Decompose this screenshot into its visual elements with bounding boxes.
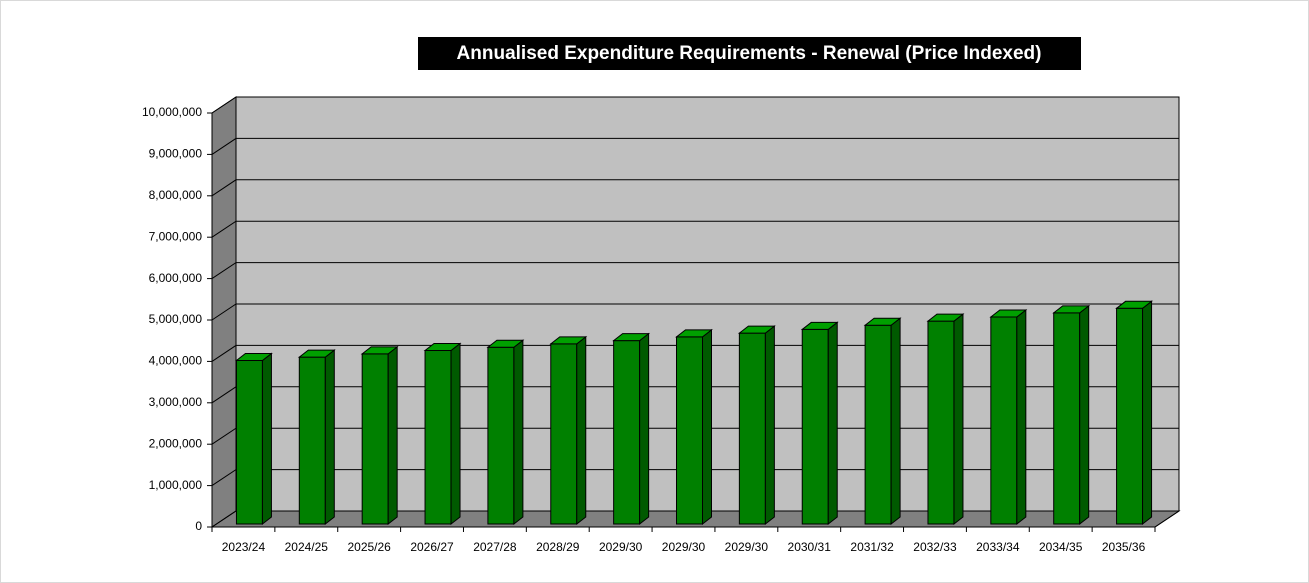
bar-side xyxy=(324,349,335,526)
x-tick-label: 2031/32 xyxy=(850,540,894,554)
bar xyxy=(423,342,462,526)
bar-front xyxy=(298,356,326,525)
bar xyxy=(612,332,651,526)
grid-line xyxy=(211,179,1179,197)
bar xyxy=(675,328,713,526)
x-tick-label: 2025/26 xyxy=(347,540,391,554)
x-tick-label: 2033/34 xyxy=(976,540,1020,554)
y-tick-label: 6,000,000 xyxy=(149,271,203,285)
bar-top xyxy=(989,309,1028,318)
bar-front xyxy=(550,343,578,525)
bar-front xyxy=(1053,312,1081,525)
bar-top xyxy=(1052,305,1091,314)
bar-front xyxy=(927,320,955,525)
bar-top xyxy=(863,317,902,326)
x-tick-label: 2023/24 xyxy=(222,540,266,554)
x-tick-label: 2029/30 xyxy=(599,540,643,554)
bar xyxy=(486,339,525,526)
bar-front xyxy=(235,359,263,525)
x-tick-label: 2035/36 xyxy=(1102,540,1146,554)
bar xyxy=(1052,304,1091,526)
bar xyxy=(234,352,273,526)
grid-line xyxy=(211,262,1179,280)
bar-front xyxy=(613,340,641,525)
bar-top xyxy=(234,352,273,361)
bar-front xyxy=(990,316,1018,525)
x-tick-label: 2030/31 xyxy=(788,540,832,554)
bar xyxy=(863,317,902,526)
bar-front xyxy=(361,353,389,525)
grid-line xyxy=(211,96,1179,114)
bar-side xyxy=(1079,304,1090,526)
x-tick-label: 2029/30 xyxy=(662,540,706,554)
bar-top xyxy=(1115,300,1154,309)
chart-title: Annualised Expenditure Requirements - Re… xyxy=(457,43,1042,64)
bar-side xyxy=(513,339,524,526)
y-tick-label: 7,000,000 xyxy=(149,229,203,243)
bar xyxy=(297,349,336,526)
bar xyxy=(360,345,399,526)
x-tick-label: 2028/29 xyxy=(536,540,580,554)
bar-side xyxy=(387,345,398,526)
bar-side xyxy=(450,342,461,526)
bar-side xyxy=(890,317,901,526)
x-tick-label: 2029/30 xyxy=(725,540,769,554)
bar xyxy=(737,325,776,526)
bar-side xyxy=(576,335,587,526)
bar-front xyxy=(864,324,892,525)
bar-side xyxy=(1016,308,1027,526)
bar-front xyxy=(738,332,766,525)
bar-top xyxy=(423,343,462,352)
bar xyxy=(926,313,965,526)
x-tick-label: 2034/35 xyxy=(1039,540,1083,554)
bar-top xyxy=(675,329,713,338)
grid-line xyxy=(211,220,1179,238)
grid-line xyxy=(211,303,1179,321)
bar-side xyxy=(639,332,650,526)
bar-top xyxy=(297,349,336,358)
bar-top xyxy=(549,336,588,345)
x-tick-label: 2032/33 xyxy=(913,540,957,554)
y-tick-label: 4,000,000 xyxy=(149,354,203,368)
bar-side xyxy=(764,325,775,526)
bar-top xyxy=(360,346,399,355)
bar-top xyxy=(926,313,965,322)
y-tick-label: 5,000,000 xyxy=(149,312,203,326)
x-tick-label: 2027/28 xyxy=(473,540,517,554)
bar-side xyxy=(1142,300,1153,526)
bar xyxy=(800,321,839,526)
y-tick-label: 9,000,000 xyxy=(149,147,203,161)
bar-top xyxy=(737,325,776,334)
bar-top xyxy=(612,333,651,342)
bar-top xyxy=(486,339,525,348)
bar-front xyxy=(1116,307,1144,525)
y-tick-label: 0 xyxy=(195,519,202,533)
x-tick-label: 2024/25 xyxy=(285,540,329,554)
x-tick-label: 2026/27 xyxy=(410,540,454,554)
title-box xyxy=(418,37,1081,70)
bar-top xyxy=(800,321,839,330)
bar-front xyxy=(676,336,703,525)
y-tick-label: 10,000,000 xyxy=(142,105,202,119)
bar-side xyxy=(261,352,272,526)
grid-line xyxy=(211,137,1179,155)
bar-side xyxy=(827,321,838,526)
bar-front xyxy=(487,346,515,525)
x-axis-end xyxy=(1154,510,1180,528)
bar-front xyxy=(424,350,452,525)
y-tick-label: 3,000,000 xyxy=(149,395,203,409)
y-tick-label: 2,000,000 xyxy=(149,436,203,450)
bar xyxy=(1115,300,1154,526)
y-tick-label: 8,000,000 xyxy=(149,188,203,202)
bar-side xyxy=(702,328,712,526)
bar xyxy=(989,308,1028,526)
bar xyxy=(549,335,588,526)
bar-side xyxy=(953,313,964,526)
y-tick-label: 1,000,000 xyxy=(149,478,203,492)
bar-front xyxy=(801,328,829,525)
